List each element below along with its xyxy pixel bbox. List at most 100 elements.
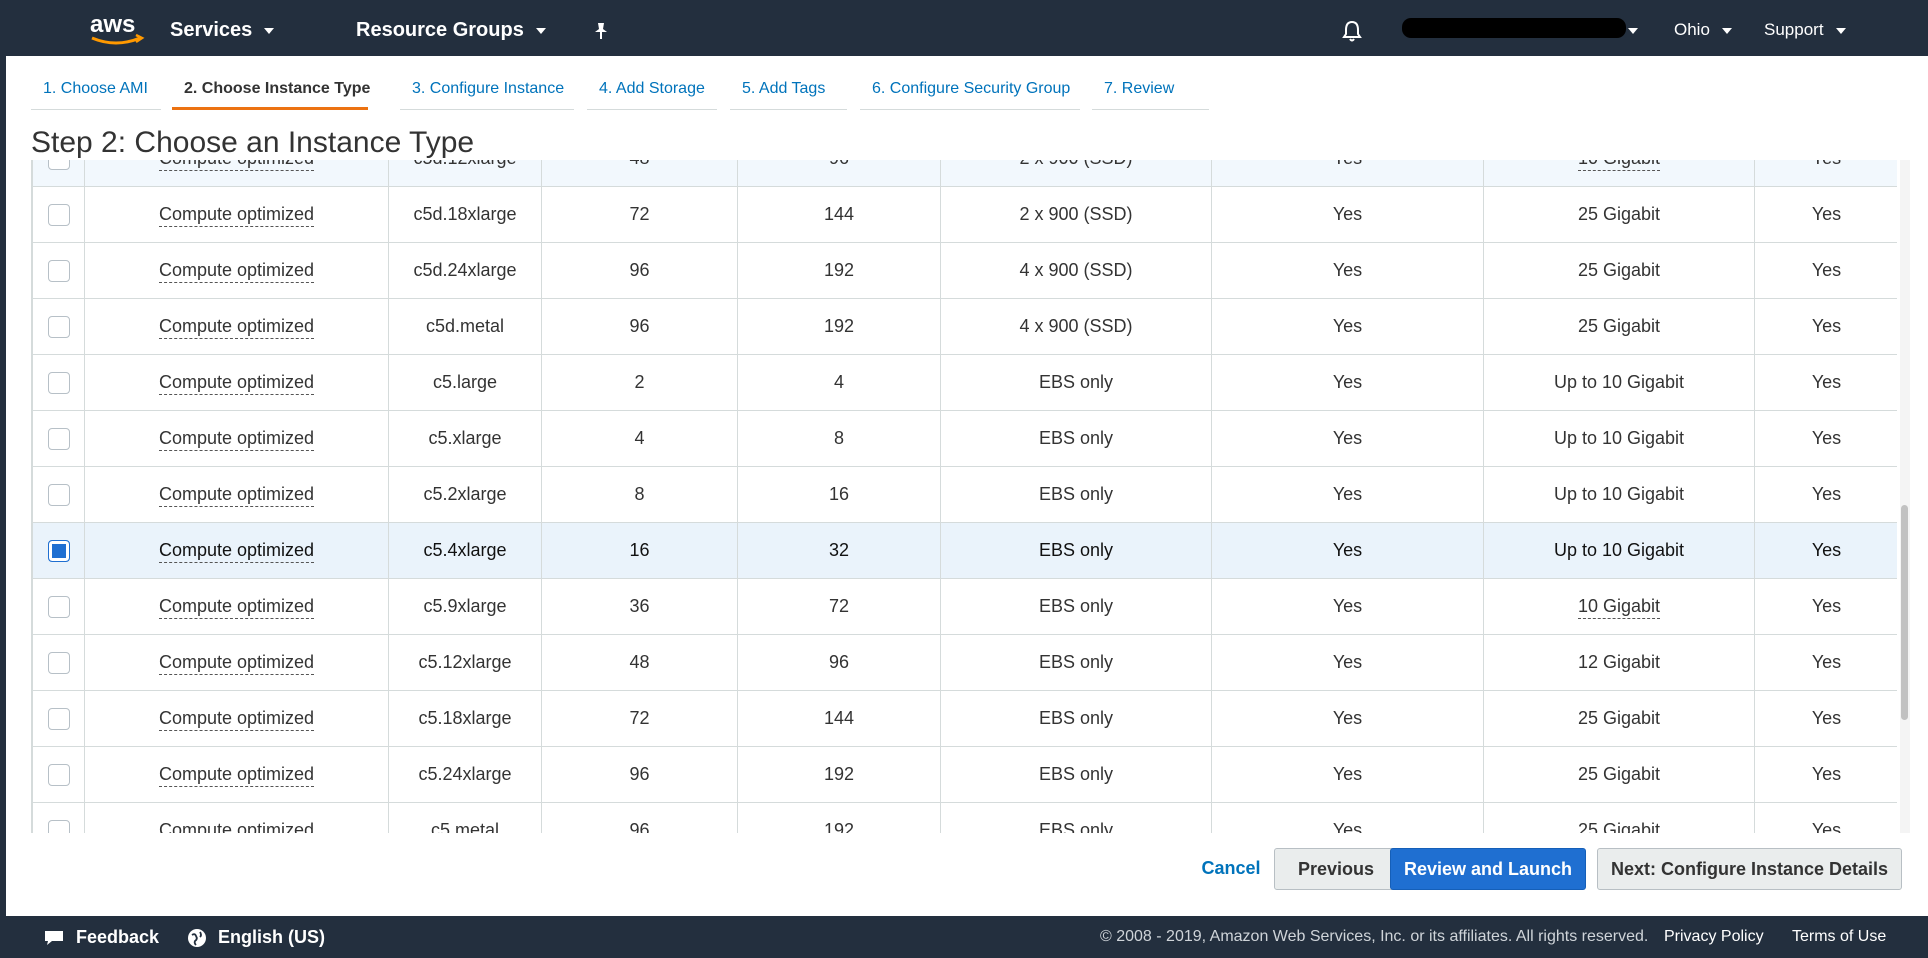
next-configure-instance-details-button[interactable]: Next: Configure Instance Details (1597, 848, 1902, 890)
row-checkbox[interactable] (32, 354, 85, 411)
instance-storage-text: EBS only (1038, 652, 1114, 672)
row-checkbox[interactable] (32, 522, 85, 579)
table-row[interactable]: Compute optimized c5d.12xlarge 48 96 2 x 900… (32, 160, 1897, 187)
row-checkbox[interactable] (32, 690, 85, 747)
table-row[interactable]: Compute optimized c5d.24xlarge 96 192 4 x 90… (32, 242, 1897, 299)
row-checkbox[interactable] (32, 466, 85, 523)
cancel-button[interactable]: Cancel (1201, 858, 1261, 878)
previous-button[interactable]: Previous (1274, 848, 1398, 890)
table-row[interactable]: Compute optimized c5.4xlarge 16 32 EBS only Y… (32, 522, 1897, 579)
network-performance-cell: 25 Gigabit (1483, 242, 1755, 299)
select-checkbox[interactable] (47, 203, 70, 226)
support-menu[interactable]: Support (1764, 0, 1846, 56)
memory-cell: 192 (737, 298, 941, 355)
terms-of-use-link[interactable]: Terms of Use (1792, 928, 1887, 945)
instance-family-text[interactable]: Compute optimized (158, 596, 315, 619)
language-selector[interactable]: English (US) (186, 916, 325, 958)
instance-storage-cell: 4 x 900 (SSD) (940, 242, 1212, 299)
select-checkbox[interactable] (47, 707, 70, 730)
step-choose-ami[interactable]: 1. Choose AMI (31, 80, 161, 110)
resource-groups-menu[interactable]: Resource Groups (356, 0, 546, 56)
table-row[interactable]: Compute optimized c5.xlarge 4 8 EBS only Yes U… (32, 410, 1897, 467)
network-performance-text: Up to 10 Gigabit (1553, 484, 1685, 504)
instance-family-text[interactable]: Compute optimized (158, 764, 315, 787)
region-menu[interactable]: Ohio (1674, 0, 1732, 56)
select-checkbox[interactable] (47, 371, 70, 394)
review-and-launch-button[interactable]: Review and Launch (1390, 848, 1586, 890)
select-checkbox[interactable] (47, 160, 70, 170)
select-checkbox[interactable] (47, 539, 70, 562)
instance-family-text[interactable]: Compute optimized (158, 652, 315, 675)
row-checkbox[interactable] (32, 578, 85, 635)
row-checkbox[interactable] (32, 634, 85, 691)
ipv6-support-cell: Yes (1754, 160, 1897, 187)
step-configure-instance[interactable]: 3. Configure Instance (400, 80, 574, 110)
memory-text: 192 (823, 764, 855, 784)
instance-family-cell: Compute optimized (84, 354, 389, 411)
row-checkbox[interactable] (32, 160, 85, 187)
instance-family-text[interactable]: Compute optimized (158, 540, 315, 563)
privacy-policy-link[interactable]: Privacy Policy (1664, 928, 1764, 945)
pin-icon[interactable] (592, 0, 610, 56)
instance-family-text[interactable]: Compute optimized (158, 316, 315, 339)
row-checkbox[interactable] (32, 802, 85, 833)
network-performance-text: 25 Gigabit (1577, 260, 1661, 280)
console-footer: Feedback English (US) © 2008 - 2019, Ama… (6, 916, 1928, 958)
instance-family-text[interactable]: Compute optimized (158, 372, 315, 395)
instance-family-text[interactable]: Compute optimized (158, 708, 315, 731)
step-add-tags[interactable]: 5. Add Tags (730, 80, 847, 110)
services-menu[interactable]: Services (170, 0, 275, 56)
select-checkbox[interactable] (47, 819, 70, 833)
ebs-optimized-text: Yes (1332, 708, 1363, 728)
select-checkbox[interactable] (47, 315, 70, 338)
row-checkbox[interactable] (32, 746, 85, 803)
row-checkbox[interactable] (32, 242, 85, 299)
ipv6-support-text: Yes (1811, 652, 1842, 672)
instance-storage-cell: EBS only (940, 410, 1212, 467)
vcpus-text: 48 (629, 652, 650, 672)
vcpus-text: 96 (629, 316, 650, 336)
instance-family-text[interactable]: Compute optimized (158, 428, 315, 451)
select-checkbox[interactable] (47, 651, 70, 674)
ebs-optimized-text: Yes (1332, 540, 1363, 560)
instance-family-text[interactable]: Compute optimized (158, 260, 315, 283)
table-row[interactable]: Compute optimized c5.24xlarge 96 192 EBS onl… (32, 746, 1897, 803)
table-row[interactable]: Compute optimized c5d.metal 96 192 4 x 900 (… (32, 298, 1897, 355)
table-row[interactable]: Compute optimized c5.large 2 4 EBS only Yes Up… (32, 354, 1897, 411)
instance-family-text[interactable]: Compute optimized (158, 484, 315, 507)
row-checkbox[interactable] (32, 298, 85, 355)
ipv6-support-cell: Yes (1754, 746, 1897, 803)
step-review[interactable]: 7. Review (1092, 80, 1209, 110)
memory-cell: 4 (737, 354, 941, 411)
instance-family-text[interactable]: Compute optimized (158, 204, 315, 227)
select-checkbox[interactable] (47, 427, 70, 450)
account-menu-caret[interactable] (1628, 0, 1638, 56)
step-add-storage[interactable]: 4. Add Storage (587, 80, 717, 110)
table-row[interactable]: Compute optimized c5.2xlarge 8 16 EBS only Ye… (32, 466, 1897, 523)
row-checkbox[interactable] (32, 410, 85, 467)
select-checkbox[interactable] (47, 483, 70, 506)
account-menu-redacted[interactable] (1402, 18, 1626, 38)
vcpus-cell: 48 (541, 634, 738, 691)
table-row[interactable]: Compute optimized c5d.18xlarge 72 144 2 x 90… (32, 186, 1897, 243)
aws-logo[interactable]: aws (84, 8, 154, 48)
instance-family-text[interactable]: Compute optimized (158, 820, 315, 833)
step-choose-instance-type[interactable]: 2. Choose Instance Type (172, 80, 370, 110)
step-configure-security-group[interactable]: 6. Configure Security Group (860, 80, 1080, 110)
row-checkbox[interactable] (32, 186, 85, 243)
table-scrollbar[interactable] (1900, 160, 1910, 833)
table-row[interactable]: Compute optimized c5.9xlarge 36 72 EBS only Y… (32, 578, 1897, 635)
select-checkbox[interactable] (47, 595, 70, 618)
instance-family-text[interactable]: Compute optimized (158, 160, 315, 171)
table-row[interactable]: Compute optimized c5.12xlarge 48 96 EBS only… (32, 634, 1897, 691)
table-row[interactable]: Compute optimized c5.metal 96 192 EBS only Ye… (32, 802, 1897, 833)
bell-icon[interactable] (1340, 0, 1364, 56)
select-checkbox[interactable] (47, 259, 70, 282)
page-title: Step 2: Choose an Instance Type (31, 126, 475, 159)
table-scrollbar-thumb[interactable] (1901, 505, 1908, 720)
language-label: English (US) (218, 927, 325, 947)
table-row[interactable]: Compute optimized c5.18xlarge 72 144 EBS onl… (32, 690, 1897, 747)
select-checkbox[interactable] (47, 763, 70, 786)
feedback-link[interactable]: Feedback (42, 916, 159, 958)
